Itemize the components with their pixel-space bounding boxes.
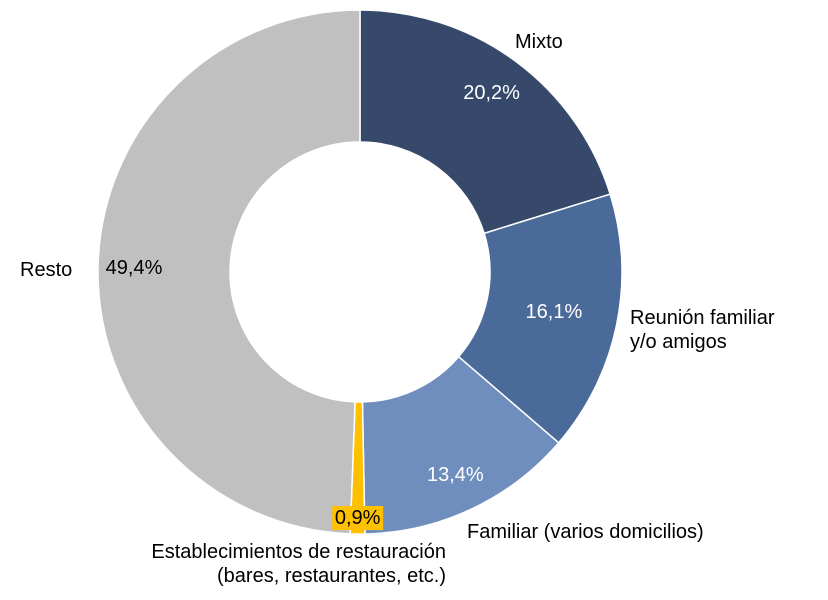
category-label: Reunión familiar y/o amigos [630,307,775,353]
donut-slice [97,9,361,535]
category-label: Establecimientos de restauración (bares,… [151,541,446,587]
donut-slice [457,193,623,444]
donut-slice [359,9,612,235]
value-label: 49,4% [105,256,163,279]
donut-slice [361,355,560,535]
value-label: 0,9% [331,505,384,530]
category-label: Resto [20,259,73,281]
value-label: 20,2% [463,82,520,105]
value-label: 13,4% [427,463,484,486]
value-label: 16,1% [525,301,583,324]
category-label: Familiar (varios domicilios) [467,521,704,543]
category-label: Mixto [515,31,563,53]
